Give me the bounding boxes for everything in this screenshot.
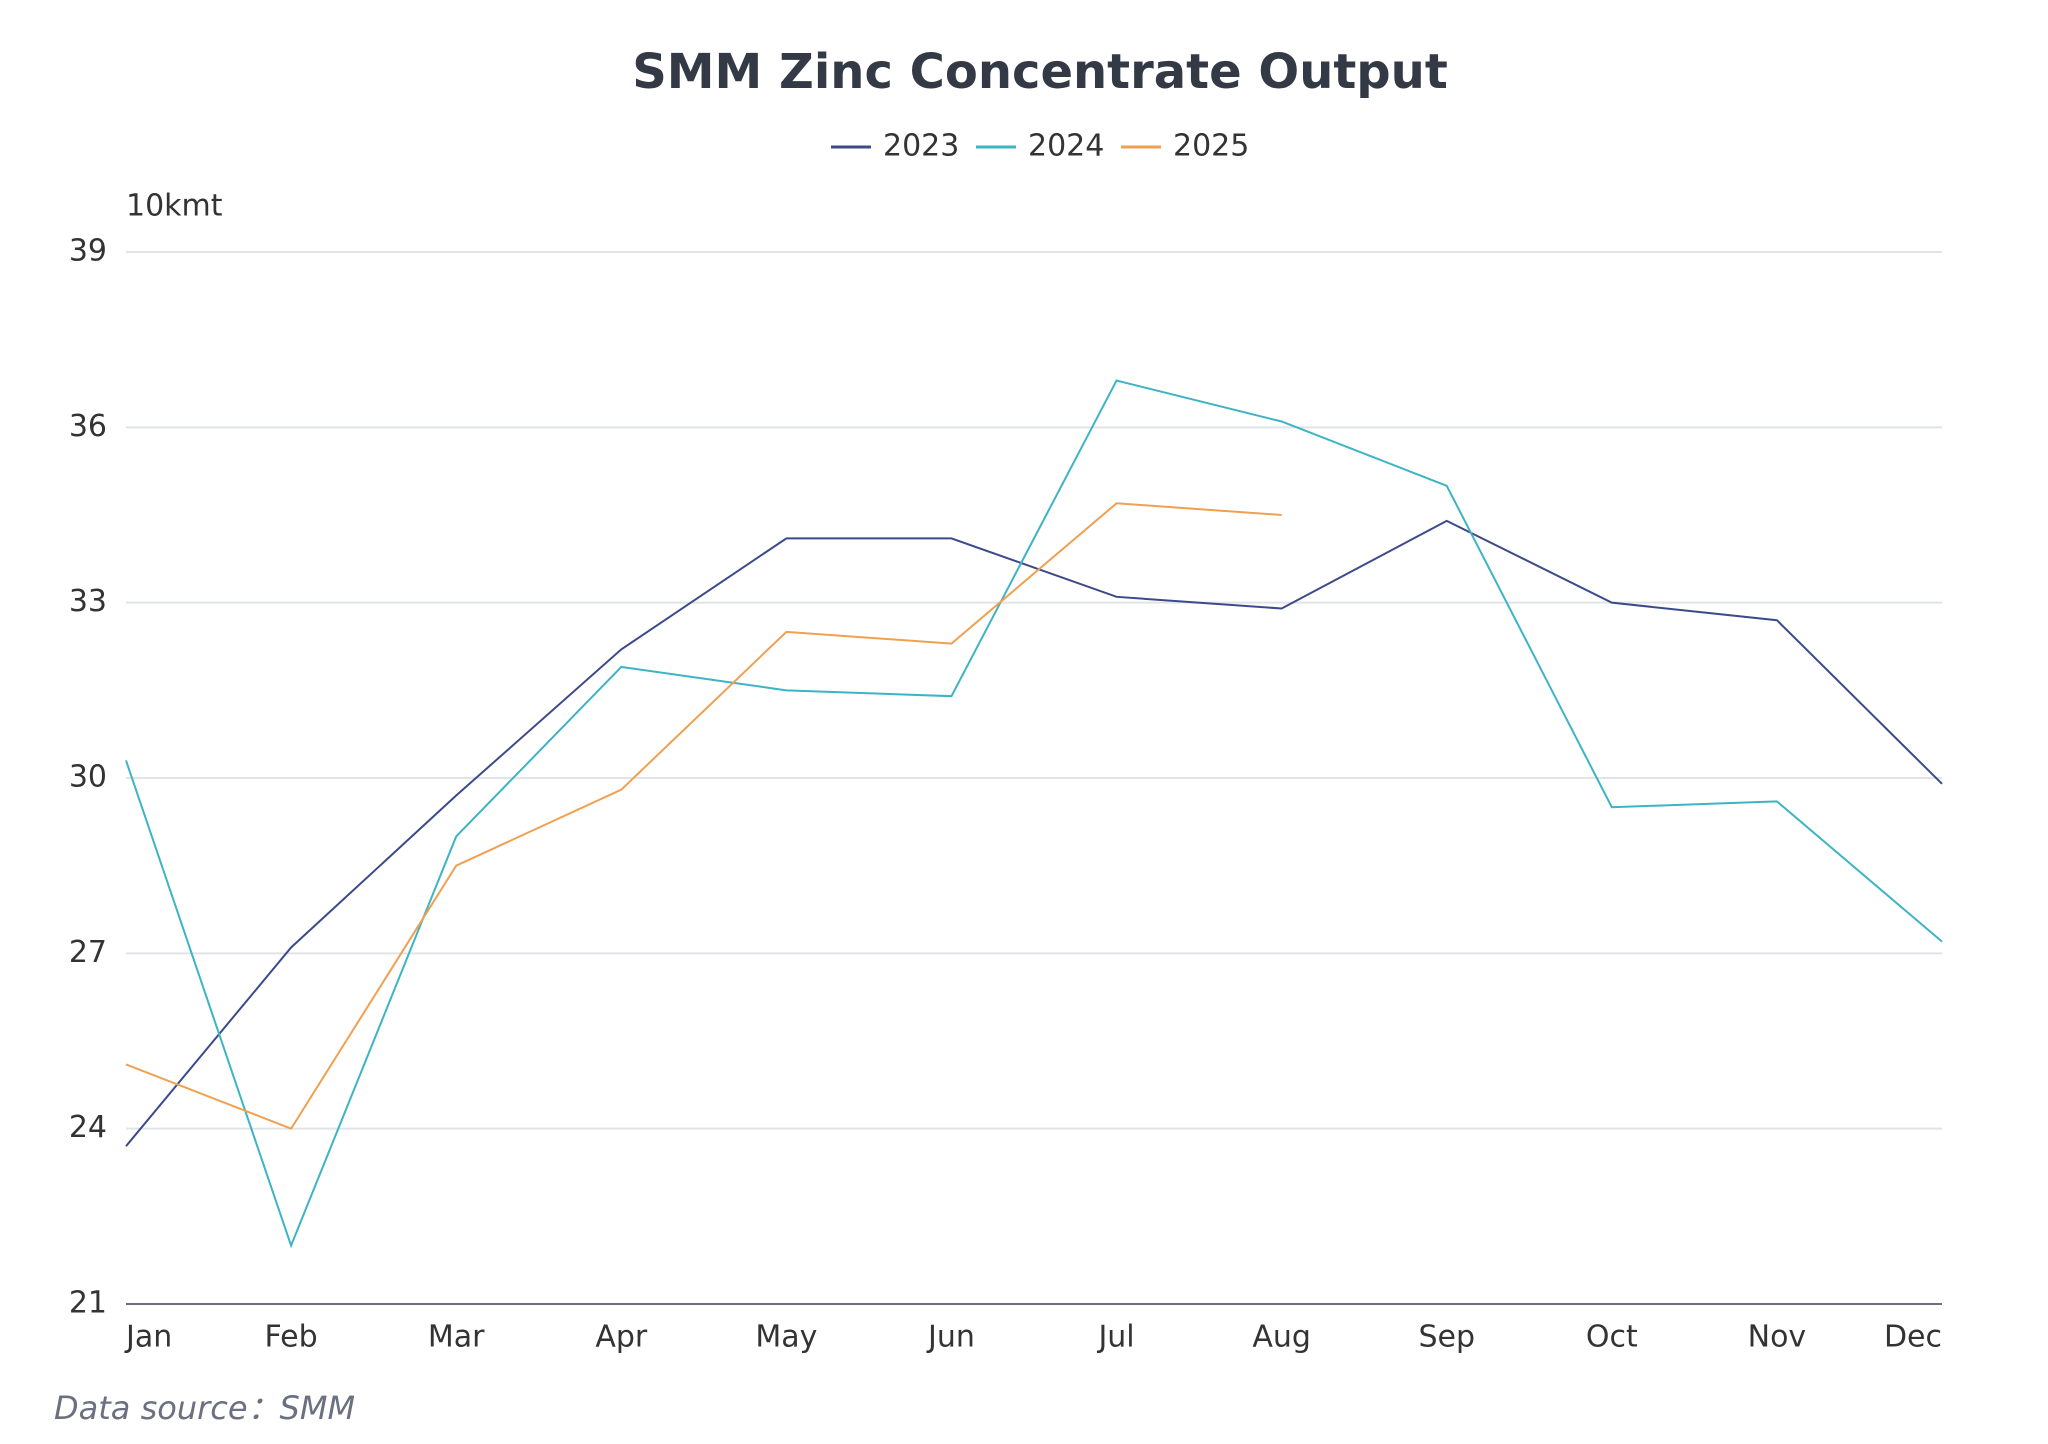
y-tick-label: 36 [69,409,107,444]
x-tick-label: Jun [926,1320,975,1355]
x-tick-label: Nov [1748,1320,1807,1355]
x-tick-label: Oct [1586,1320,1638,1355]
series-line [125,379,1943,1249]
chart-title: SMM Zinc Concentrate Output [632,44,1448,100]
y-tick-label: 33 [69,584,107,619]
x-tick-label: Apr [595,1320,648,1355]
series-line [125,502,1282,1130]
y-tick-label: 21 [69,1286,107,1321]
legend-label: 2025 [1173,129,1249,164]
x-tick-label: Dec [1884,1320,1942,1355]
x-tick-label: Aug [1252,1320,1311,1355]
y-axis-label: 10kmt [126,189,223,224]
y-tick-label: 30 [69,760,107,795]
x-tick-label: May [755,1320,817,1355]
source-note: Data source：SMM [54,1389,355,1427]
series-line [125,519,1943,1147]
x-tick-label: Jan [124,1320,172,1355]
y-tick-label: 27 [69,935,107,970]
y-tick-label: 39 [69,234,107,269]
legend-label: 2023 [883,129,959,164]
legend-label: 2024 [1028,129,1104,164]
y-tick-label: 24 [69,1110,107,1145]
x-tick-label: Jul [1096,1320,1134,1355]
x-tick-label: Mar [428,1320,485,1355]
x-tick-label: Feb [265,1320,318,1355]
x-tick-label: Sep [1418,1320,1475,1355]
